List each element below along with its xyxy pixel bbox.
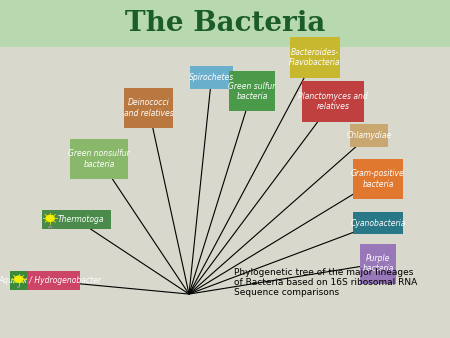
FancyBboxPatch shape (360, 243, 396, 284)
FancyBboxPatch shape (49, 226, 52, 228)
FancyBboxPatch shape (70, 139, 128, 179)
Text: Green nonsulfur
bacteria: Green nonsulfur bacteria (68, 149, 130, 169)
Text: Phylogenetic tree of the major lineages
of Bacteria based on 16S ribosomal RNA
S: Phylogenetic tree of the major lineages … (234, 268, 417, 297)
Text: Spirochetes: Spirochetes (189, 73, 234, 82)
Text: Purple
bacteria: Purple bacteria (362, 254, 394, 273)
Text: The Bacteria: The Bacteria (125, 10, 325, 37)
FancyBboxPatch shape (353, 159, 403, 199)
Text: Gram-positive
bacteria: Gram-positive bacteria (351, 169, 405, 189)
FancyBboxPatch shape (17, 286, 21, 288)
FancyBboxPatch shape (0, 47, 450, 338)
FancyBboxPatch shape (42, 210, 58, 229)
FancyBboxPatch shape (0, 0, 450, 47)
Text: Deinococci
and relatives: Deinococci and relatives (124, 98, 173, 118)
FancyBboxPatch shape (302, 81, 364, 122)
FancyBboxPatch shape (10, 271, 27, 290)
FancyBboxPatch shape (229, 71, 275, 112)
Text: Bacteroides-
Flavobacteria: Bacteroides- Flavobacteria (289, 48, 341, 67)
Circle shape (15, 276, 23, 282)
FancyBboxPatch shape (124, 88, 173, 128)
Text: Aquifex / Hydrogenobacter: Aquifex / Hydrogenobacter (0, 276, 101, 285)
FancyBboxPatch shape (353, 212, 403, 235)
Text: Green sulfur
bacteria: Green sulfur bacteria (228, 81, 276, 101)
FancyBboxPatch shape (190, 66, 233, 89)
Text: Cyanobacteria: Cyanobacteria (350, 219, 406, 227)
Circle shape (46, 215, 54, 221)
FancyBboxPatch shape (42, 210, 112, 229)
Text: Planctomyces and
relatives: Planctomyces and relatives (298, 92, 368, 111)
FancyBboxPatch shape (290, 38, 340, 78)
Text: Thermotoga: Thermotoga (58, 215, 104, 224)
Text: Chlamydiae: Chlamydiae (346, 131, 392, 140)
FancyBboxPatch shape (350, 124, 388, 147)
FancyBboxPatch shape (10, 271, 80, 290)
